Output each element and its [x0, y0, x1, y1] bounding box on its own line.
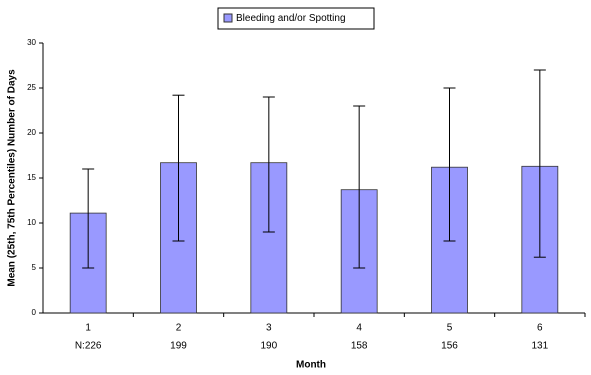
x-axis-title: Month — [296, 360, 326, 371]
y-axis-title: Mean (25th, 75th Percentiles) Number of … — [7, 69, 18, 287]
y-tick-label: 20 — [27, 128, 36, 137]
x-tick-label: 2 — [176, 323, 182, 334]
sample-size-label: 199 — [170, 341, 187, 352]
sample-size-label: 158 — [351, 341, 368, 352]
y-tick-label: 15 — [27, 173, 36, 182]
x-tick-label: 6 — [537, 323, 543, 334]
legend-label: Bleeding and/or Spotting — [236, 13, 346, 24]
x-tick-label: 1 — [85, 323, 91, 334]
sample-size-label: 156 — [441, 341, 458, 352]
x-tick-label: 5 — [447, 323, 453, 334]
sample-size-label: 131 — [531, 341, 548, 352]
y-tick-label: 25 — [27, 83, 36, 92]
y-tick-label: 30 — [27, 38, 36, 47]
y-tick-label: 10 — [27, 218, 36, 227]
legend-swatch — [223, 13, 233, 23]
legend-box — [217, 7, 375, 30]
y-tick-label: 0 — [32, 308, 37, 317]
x-tick-label: 3 — [266, 323, 272, 334]
sample-size-label: 190 — [260, 341, 277, 352]
sample-size-label: N:226 — [75, 341, 102, 352]
y-tick-label: 5 — [32, 263, 37, 272]
x-tick-label: 4 — [356, 323, 362, 334]
